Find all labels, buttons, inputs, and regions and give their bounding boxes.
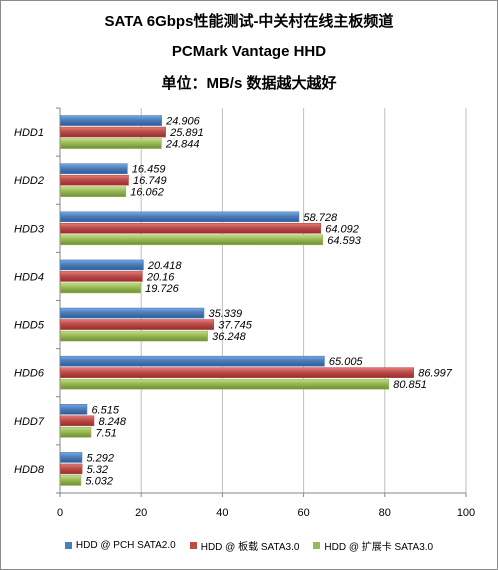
y-category-label: HDD6 [14,368,45,380]
chart-title: SATA 6Gbps性能测试-中关村在线主板频道 [104,13,394,30]
bar [60,415,95,427]
data-label: 16.459 [132,164,166,176]
chart-unit-note: 单位：MB/s 数据越大越好 [161,75,337,92]
y-category-label: HDD8 [14,464,45,476]
x-tick-label: 0 [57,507,63,519]
y-category-label: HDD1 [14,127,44,139]
legend-label: HDD @ PCH SATA2.0 [75,540,176,551]
bar [60,223,322,234]
data-label: 8.248 [98,416,126,428]
x-tick-label: 20 [135,507,147,519]
bar [60,427,92,438]
bars [60,115,415,486]
bar [60,174,129,186]
bar [60,271,143,282]
bar [60,378,390,390]
legend-item: HDD @ 扩展卡 SATA3.0 [313,538,433,553]
bar [60,452,83,463]
bar [60,475,82,486]
x-tick-label: 60 [297,507,309,519]
data-label: 24.906 [165,116,201,128]
y-category-label: HDD7 [14,416,45,428]
bar [60,330,208,342]
x-tick-label: 80 [379,507,391,519]
bar [60,355,325,367]
bar [60,307,205,319]
data-label: 65.005 [329,356,364,368]
bar [60,259,144,271]
data-label: 16.062 [130,187,164,199]
legend: HDD @ PCH SATA2.0 HDD @ 板载 SATA3.0 HDD @… [0,538,498,553]
legend-label: HDD @ 板载 SATA3.0 [200,542,300,553]
bar [60,211,300,223]
data-label: 64.593 [327,235,362,247]
data-label: 5.032 [85,475,113,487]
chart-subtitle: PCMark Vantage HHD [171,43,327,60]
data-label: 16.749 [133,175,167,187]
data-label: 7.51 [95,427,116,439]
data-label: 58.728 [303,212,338,224]
data-label: 5.292 [86,452,114,464]
data-label: 36.248 [212,331,247,343]
x-tick-label: 100 [457,507,475,519]
axes: 0 20 40 60 80 100 HDD1 HDD2 HDD3 HDD4 HDD5 HDD6 HDD7… [14,107,475,519]
y-category-label: HDD2 [14,175,44,187]
data-label: 24.844 [165,139,200,151]
data-label: 86.997 [418,368,453,380]
bar [60,163,128,174]
legend-item: HDD @ PCH SATA2.0 [64,538,176,553]
legend-label: HDD @ 扩展卡 SATA3.0 [324,542,434,553]
bar [60,234,324,246]
bar [60,367,415,378]
data-label: 25.891 [169,127,204,139]
legend-swatch-green [313,542,321,549]
data-label: 64.092 [325,223,359,235]
bar [60,319,215,330]
data-label: 6.515 [91,404,119,416]
bar [60,186,127,197]
bar [60,126,166,138]
y-category-label: HDD5 [14,320,45,332]
bar [60,404,88,415]
bar [60,282,141,294]
bar [60,463,83,475]
data-label: 20.16 [146,271,175,283]
y-category-label: HDD4 [14,271,44,283]
x-tick-label: 40 [216,507,228,519]
data-label: 35.339 [208,308,242,320]
gridlines [140,108,467,493]
data-labels: 24.906 16.459 58.728 20.418 35.339 65.005 6.51… [85,116,452,488]
legend-swatch-blue [64,542,72,549]
legend-item: HDD @ 板载 SATA3.0 [189,538,300,553]
bar [60,138,162,149]
y-category-label: HDD3 [14,223,45,235]
legend-swatch-red [189,542,197,549]
data-label: 5.32 [87,464,108,476]
data-label: 20.418 [147,260,183,272]
data-label: 19.726 [145,283,180,295]
data-label: 37.745 [218,320,253,332]
bar [60,115,162,126]
data-label: 80.851 [393,379,427,391]
